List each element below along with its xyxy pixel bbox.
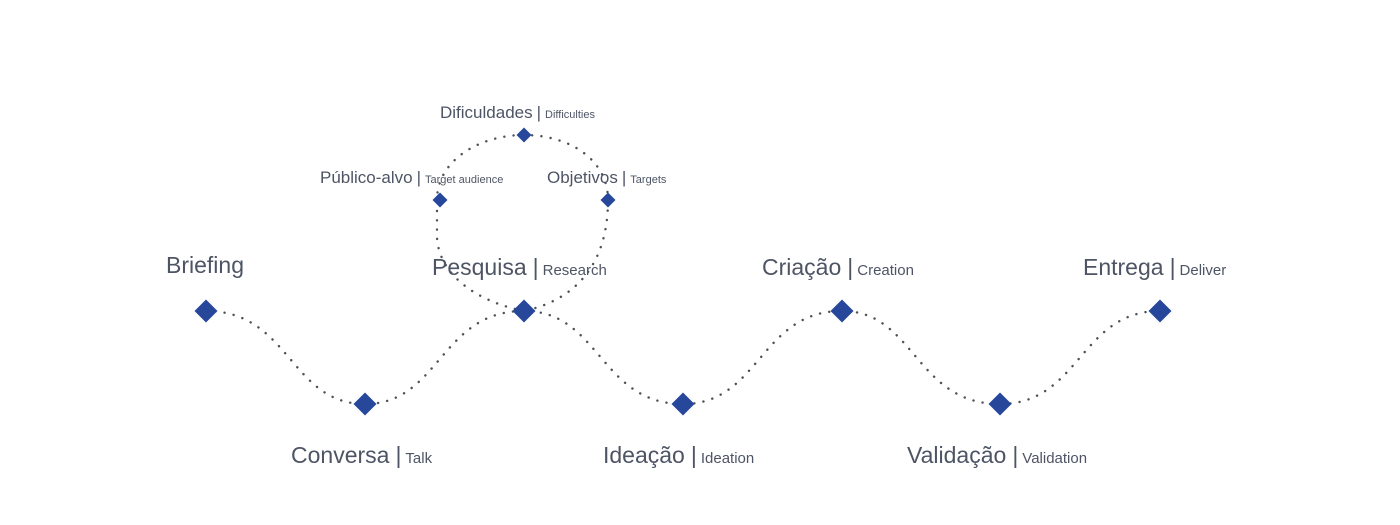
marker-conversa	[353, 392, 377, 416]
marker-publico-alvo	[432, 192, 448, 208]
step-translation: Difficulties	[545, 109, 595, 121]
step-translation: Validation	[1022, 450, 1088, 467]
separator: |	[416, 168, 422, 187]
marker-entrega	[1148, 299, 1172, 323]
research-loop-path	[435, 133, 610, 313]
step-translation: Ideation	[700, 450, 755, 467]
step-name: Criação	[762, 254, 842, 280]
step-label-pesquisa: Pesquisa | Research	[432, 254, 607, 281]
separator: |	[395, 442, 402, 468]
step-name: Validação	[907, 442, 1007, 468]
step-label-validacao: Validação | Validation	[907, 442, 1087, 469]
step-translation: Research	[542, 262, 607, 279]
separator: |	[621, 168, 627, 187]
loop-label-publico-alvo: Público-alvo | Target audience	[320, 168, 503, 188]
marker-criacao	[830, 299, 854, 323]
step-translation: Target audience	[425, 174, 504, 186]
step-translation: Deliver	[1179, 262, 1227, 279]
step-translation: Talk	[405, 450, 433, 467]
marker-validacao	[988, 392, 1012, 416]
step-translation: Targets	[630, 174, 667, 186]
marker-briefing	[194, 299, 218, 323]
step-label-briefing: Briefing	[166, 252, 244, 279]
step-name: Dificuldades	[440, 103, 533, 122]
step-label-ideacao: Ideação | Ideation	[603, 442, 754, 469]
marker-ideacao	[671, 392, 695, 416]
step-label-entrega: Entrega | Deliver	[1083, 254, 1226, 281]
step-name: Pesquisa	[432, 254, 527, 280]
separator: |	[1012, 442, 1019, 468]
step-name: Ideação	[603, 442, 685, 468]
marker-dificuldades	[516, 127, 532, 143]
step-translation: Creation	[857, 262, 914, 279]
marker-pesquisa	[512, 299, 536, 323]
step-name: Público-alvo	[320, 168, 413, 187]
separator: |	[1169, 254, 1176, 280]
separator: |	[690, 442, 697, 468]
main-flow-path	[204, 309, 1162, 406]
step-name: Conversa	[291, 442, 390, 468]
step-name: Entrega	[1083, 254, 1164, 280]
step-label-criacao: Criação | Creation	[762, 254, 914, 281]
separator: |	[532, 254, 539, 280]
step-label-conversa: Conversa | Talk	[291, 442, 432, 469]
step-name: Briefing	[166, 252, 244, 278]
marker-objetivos	[600, 192, 616, 208]
separator: |	[847, 254, 854, 280]
step-name: Objetivos	[547, 168, 618, 187]
separator: |	[536, 103, 542, 122]
loop-label-objetivos: Objetivos | Targets	[547, 168, 666, 188]
process-markers	[194, 127, 1172, 416]
loop-label-dificuldades: Dificuldades | Difficulties	[440, 103, 595, 123]
